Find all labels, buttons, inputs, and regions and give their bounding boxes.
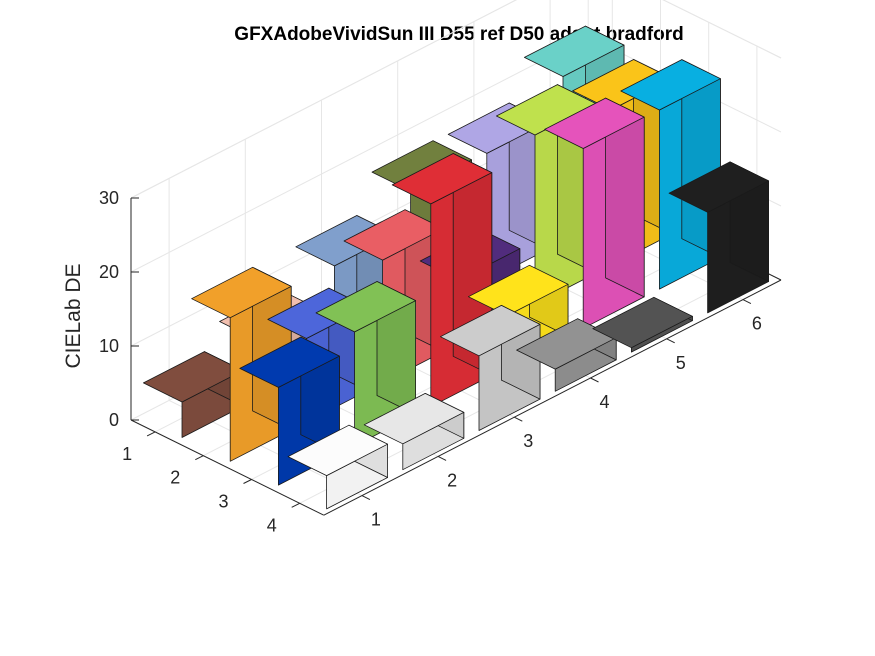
- bar-r4-c6: [668, 161, 769, 314]
- col-tick-label: 4: [599, 392, 609, 412]
- col-tick-mark: [361, 495, 371, 501]
- col-tick-mark: [514, 416, 523, 422]
- bar-r4-c2: [363, 392, 465, 471]
- row-tick-label: 2: [170, 468, 180, 488]
- bar-r4-c5: [592, 296, 693, 353]
- bar-top-face: [363, 392, 465, 445]
- col-axis-line: [323, 279, 782, 516]
- col-tick-label: 6: [752, 314, 762, 334]
- bar-top-face: [391, 153, 493, 205]
- row-tick-mark: [146, 431, 156, 437]
- z-tick-label: 30: [99, 188, 119, 208]
- z-tick-label: 0: [109, 410, 119, 430]
- bar-r3-c2: [315, 281, 417, 447]
- col-tick-label: 1: [371, 510, 381, 530]
- col-tick-label: 5: [676, 353, 686, 373]
- bar-top-face: [620, 59, 721, 111]
- bar-r3-c5: [544, 97, 645, 329]
- bar-r4-c1: [287, 424, 389, 510]
- bar-top-face: [287, 424, 389, 477]
- bar-r4-c4: [516, 318, 617, 392]
- col-tick-mark: [742, 299, 752, 305]
- row-tick-mark: [291, 502, 300, 508]
- col-tick-mark: [437, 455, 447, 461]
- col-tick-mark: [590, 377, 599, 383]
- row-tick-mark: [243, 479, 252, 484]
- bar-top-face: [315, 281, 417, 333]
- bar-top-face: [439, 304, 541, 357]
- row-tick-mark: [195, 455, 204, 461]
- z-tick-label: 10: [99, 336, 119, 356]
- grid-edge: [130, 0, 517, 199]
- bar-r1-c1: [142, 351, 244, 438]
- bar-top-face: [191, 266, 292, 319]
- col-tick-mark: [666, 338, 675, 344]
- col-tick-label: 2: [447, 470, 457, 490]
- bar-top-face: [592, 296, 693, 349]
- bar-top-face: [239, 336, 340, 388]
- grid-edge: [662, 0, 782, 59]
- row-tick-label: 1: [122, 444, 132, 464]
- grid-line-back-z: [130, 36, 589, 273]
- row-axis-line: [130, 419, 325, 516]
- bar-top-face: [544, 97, 645, 149]
- bars: [142, 25, 769, 510]
- row-tick-label: 4: [267, 515, 277, 535]
- tick-labels: 0 10 20 30 1 2 3 4 1 2 3 4 5 6: [99, 188, 762, 535]
- z-axis-label: CIELab DE: [62, 263, 85, 368]
- col-tick-label: 3: [523, 431, 533, 451]
- row-tick-label: 3: [218, 492, 228, 512]
- bar-top-face: [524, 25, 625, 77]
- bar-top-face: [668, 161, 769, 213]
- z-tick-label: 20: [99, 262, 119, 282]
